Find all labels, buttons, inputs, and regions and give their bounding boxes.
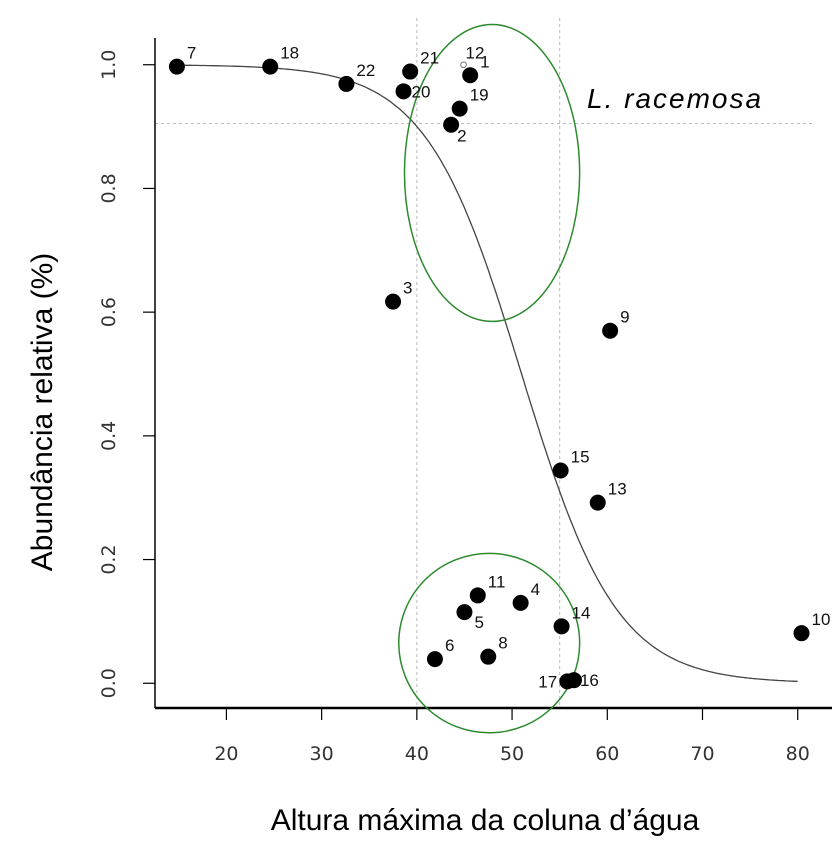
data-point-10: [793, 625, 810, 642]
species-annotation: L. racemosa: [587, 83, 763, 114]
data-point-label: 10: [812, 610, 831, 629]
x-tick-label: 20: [214, 743, 238, 765]
y-tick-label: 0.0: [98, 668, 120, 698]
data-point-15: [552, 462, 569, 479]
data-point-label: 8: [498, 634, 507, 653]
data-point-label: 11: [488, 572, 506, 591]
data-point-3: [385, 293, 402, 310]
data-point-20: [395, 83, 412, 100]
data-point-label: 4: [531, 580, 540, 599]
data-point-8: [480, 648, 497, 665]
data-point-label: 19: [470, 86, 489, 105]
data-point-label: 17: [538, 672, 557, 691]
x-axis-title: Altura máxima da coluna d’água: [271, 804, 700, 837]
ellipse-upper-group: [403, 23, 581, 323]
data-point-label: 1: [480, 52, 489, 71]
y-tick-label: 0.4: [98, 421, 120, 451]
data-point-21: [402, 63, 419, 80]
data-point-7: [168, 58, 185, 75]
ellipse-lower-group: [398, 552, 581, 734]
data-point-label: 14: [572, 603, 591, 622]
data-point-label: 7: [187, 44, 196, 63]
data-point-2: [443, 116, 460, 133]
data-point-19: [451, 100, 468, 117]
data-point-18: [262, 58, 279, 75]
data-point-14: [553, 618, 570, 635]
data-point-label: 22: [356, 61, 375, 80]
data-point-label: 6: [445, 636, 454, 655]
data-point-label: 21: [420, 49, 439, 68]
data-point-label: 9: [620, 308, 629, 327]
data-point-label: 16: [580, 671, 599, 690]
x-tick-label: 30: [310, 743, 334, 765]
data-point-17: [559, 673, 576, 690]
data-point-label: 12: [466, 44, 485, 63]
fitted-curve: [169, 64, 798, 683]
data-point-13: [589, 494, 606, 511]
data-point-label: 2: [457, 127, 466, 146]
data-point-label: 20: [412, 82, 431, 101]
data-point-label: 18: [280, 44, 299, 63]
data-point-4: [512, 594, 529, 611]
y-tick-label: 0.2: [98, 544, 120, 574]
x-tick-label: 40: [405, 743, 429, 765]
y-axis-title: Abundância relativa (%): [26, 253, 59, 572]
data-point-12: [460, 61, 467, 69]
data-point-1: [462, 67, 479, 84]
y-tick-label: 0.8: [98, 173, 120, 203]
data-point-label: 13: [608, 480, 627, 499]
x-tick-label: 50: [500, 743, 524, 765]
data-point-9: [602, 322, 619, 339]
data-point-11: [469, 587, 486, 604]
y-tick-label: 1.0: [98, 50, 120, 80]
data-point-6: [426, 651, 443, 668]
data-point-5: [456, 604, 473, 621]
x-tick-label: 60: [595, 743, 619, 765]
y-tick-label: 0.6: [98, 297, 120, 327]
x-tick-label: 70: [690, 743, 714, 765]
data-point-label: 5: [474, 613, 483, 632]
data-point-label: 15: [571, 447, 590, 466]
x-tick-label: 80: [786, 743, 810, 765]
data-point-label: 3: [403, 279, 412, 298]
data-point-22: [338, 75, 355, 92]
